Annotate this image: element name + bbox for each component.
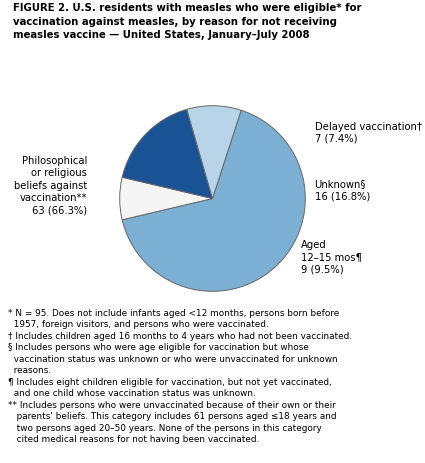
Wedge shape [187,106,241,199]
Text: Philosophical
or religious
beliefs against
vaccination**
63 (66.3%): Philosophical or religious beliefs again… [14,156,87,215]
Text: Delayed vaccination†
7 (7.4%): Delayed vaccination† 7 (7.4%) [314,121,422,144]
Text: reasons.: reasons. [8,365,51,375]
Text: parents' beliefs. This category includes 61 persons aged ≤18 years and: parents' beliefs. This category includes… [8,411,337,420]
Text: vaccination status was unknown or who were unvaccinated for unknown: vaccination status was unknown or who we… [8,354,338,363]
Text: two persons aged 20–50 years. None of the persons in this category: two persons aged 20–50 years. None of th… [8,423,322,432]
Text: * N = 95. Does not include infants aged <12 months, persons born before: * N = 95. Does not include infants aged … [8,308,340,317]
Text: Unknown§
16 (16.8%): Unknown§ 16 (16.8%) [314,179,370,201]
Text: † Includes children aged 16 months to 4 years who had not been vaccinated.: † Includes children aged 16 months to 4 … [8,331,352,340]
Text: ¶ Includes eight children eligible for vaccination, but not yet vaccinated,: ¶ Includes eight children eligible for v… [8,377,332,386]
Text: Aged
12–15 mos¶
9 (9.5%): Aged 12–15 mos¶ 9 (9.5%) [300,239,362,274]
Wedge shape [122,110,212,199]
Wedge shape [120,178,212,220]
Text: § Includes persons who were age eligible for vaccination but whose: § Includes persons who were age eligible… [8,343,309,351]
Text: 1957, foreign visitors, and persons who were vaccinated.: 1957, foreign visitors, and persons who … [8,319,269,328]
Text: and one child whose vaccination status was unknown.: and one child whose vaccination status w… [8,388,256,397]
Wedge shape [122,111,305,292]
Text: FIGURE 2. U.S. residents with measles who were eligible* for
vaccination against: FIGURE 2. U.S. residents with measles wh… [13,3,361,40]
Text: cited medical reasons for not having been vaccinated.: cited medical reasons for not having bee… [8,434,260,444]
Text: ** Includes persons who were unvaccinated because of their own or their: ** Includes persons who were unvaccinate… [8,400,336,409]
